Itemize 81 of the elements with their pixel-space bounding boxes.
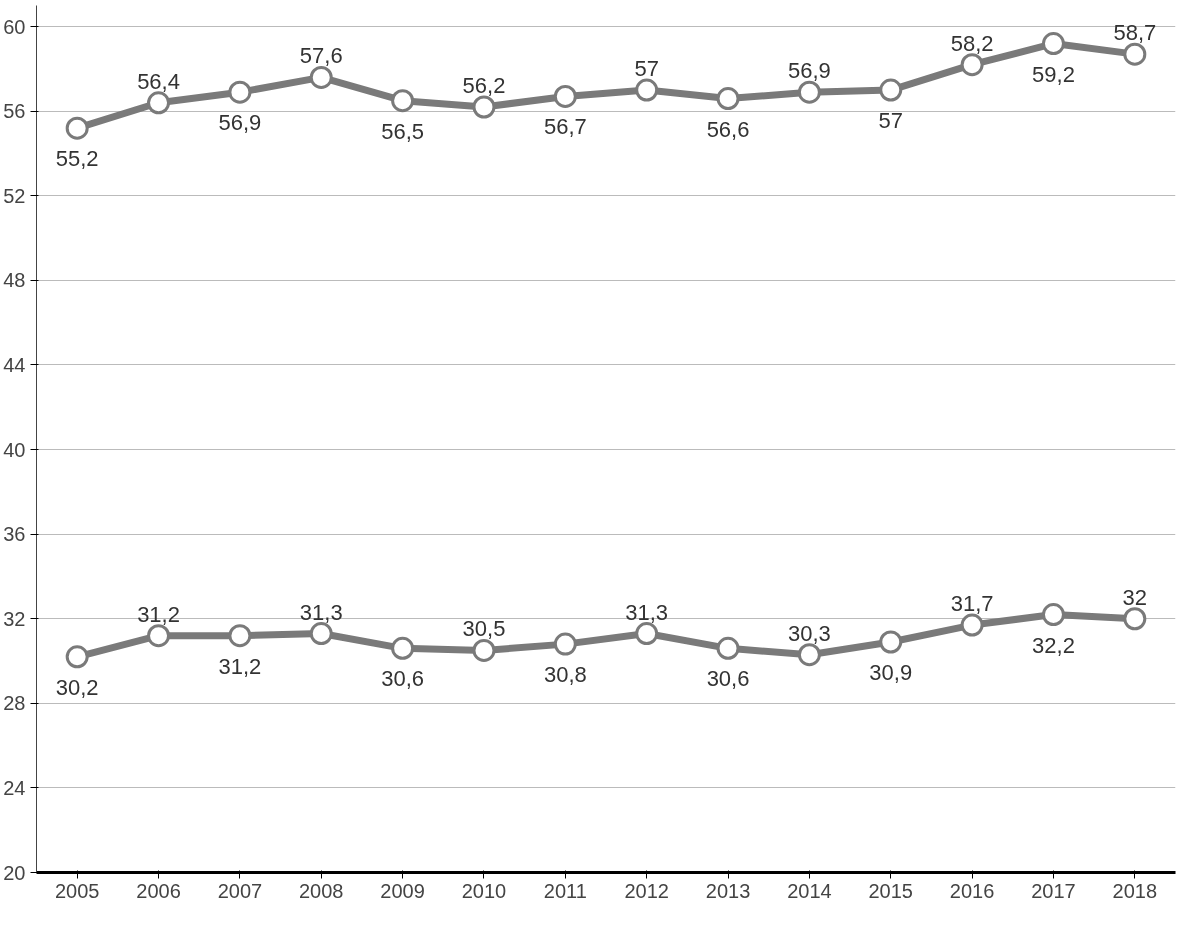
y-tick-label: 40 — [3, 438, 26, 461]
data-label: 31,2 — [137, 601, 180, 627]
point — [879, 630, 903, 654]
data-label: 56,2 — [462, 73, 506, 98]
y-tick-label: 32 — [3, 607, 26, 630]
y-tick-label: 20 — [3, 861, 26, 884]
data-label: 30,9 — [869, 660, 913, 685]
point — [472, 638, 496, 662]
data-label: 59,2 — [1032, 61, 1075, 87]
data-label: 32 — [1122, 584, 1148, 610]
data-label: 32,2 — [1032, 632, 1075, 658]
y-tick-label: 48 — [3, 269, 26, 292]
data-label: 56,9 — [787, 58, 831, 84]
point — [147, 91, 171, 115]
y-tick-label: 52 — [3, 184, 26, 207]
point — [472, 95, 496, 119]
point — [797, 643, 821, 667]
point — [797, 80, 821, 104]
point — [391, 89, 415, 113]
point — [716, 636, 740, 660]
x-tick-label: 2006 — [136, 879, 181, 902]
x-tick-label: 2017 — [1031, 879, 1076, 902]
data-label: 58,7 — [1113, 20, 1157, 46]
data-label: 56,9 — [218, 110, 262, 136]
y-tick-label: 28 — [3, 692, 26, 715]
data-label: 30,6 — [706, 666, 750, 692]
point — [147, 624, 171, 648]
x-tick-label: 2014 — [787, 879, 832, 902]
data-label: 31,3 — [625, 599, 669, 625]
data-label: 56,4 — [137, 68, 180, 94]
data-label: 30,2 — [55, 674, 99, 700]
data-label: 31,7 — [950, 591, 994, 617]
point — [879, 78, 903, 102]
point — [391, 636, 415, 660]
x-tick-label: 2012 — [624, 879, 669, 902]
point — [960, 53, 984, 77]
data-label: 56,6 — [706, 116, 750, 142]
y-tick-label: 44 — [3, 353, 26, 376]
x-tick-label: 2016 — [949, 879, 995, 902]
data-label: 57 — [634, 56, 659, 82]
point — [65, 645, 89, 669]
point — [635, 78, 659, 102]
point — [1123, 42, 1147, 66]
x-tick-label: 2011 — [543, 879, 587, 902]
point — [228, 80, 252, 104]
data-label: 57 — [878, 108, 903, 134]
point — [1041, 32, 1065, 56]
data-label: 30,3 — [787, 620, 831, 646]
data-label: 56,5 — [381, 118, 425, 144]
point — [553, 632, 577, 656]
point — [309, 622, 333, 646]
x-tick-label: 2008 — [299, 879, 344, 902]
x-tick-label: 2013 — [705, 879, 751, 902]
point — [1123, 607, 1147, 631]
data-label: 58,2 — [950, 30, 994, 56]
point — [1041, 603, 1065, 626]
y-tick-label: 56 — [3, 100, 26, 123]
x-tick-label: 2007 — [217, 879, 263, 902]
data-label: 30,6 — [381, 666, 425, 692]
data-label: 31,3 — [299, 599, 343, 625]
y-tick-label: 60 — [3, 15, 26, 38]
data-label: 30,8 — [543, 662, 587, 688]
point — [635, 622, 659, 646]
x-tick-label: 2005 — [54, 879, 100, 902]
y-tick-label: 36 — [3, 523, 26, 546]
y-tick-label: 24 — [3, 776, 26, 799]
x-tick-label: 2010 — [461, 879, 507, 902]
point — [716, 87, 740, 111]
point — [960, 613, 984, 637]
data-label: 57,6 — [299, 43, 343, 69]
data-label: 55,2 — [55, 146, 99, 172]
point — [309, 65, 333, 89]
x-tick-label: 2009 — [380, 879, 425, 902]
data-label: 31,2 — [218, 653, 262, 679]
x-tick-label: 2018 — [1112, 879, 1158, 902]
data-label: 30,5 — [462, 616, 506, 642]
data-label: 56,7 — [543, 114, 587, 140]
point — [228, 624, 252, 648]
point — [65, 116, 89, 140]
point — [553, 84, 577, 108]
x-tick-label: 2015 — [868, 879, 913, 902]
